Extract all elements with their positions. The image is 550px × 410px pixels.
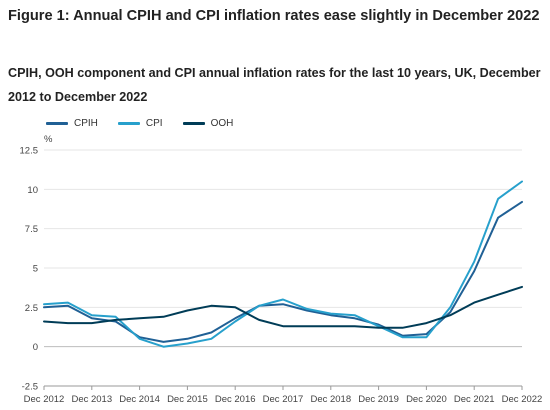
legend-item-cpih: CPIH — [46, 118, 98, 129]
y-tick-label: 2.5 — [25, 303, 38, 314]
x-tick-label: Dec 2020 — [406, 394, 447, 405]
x-tick-label: Dec 2014 — [119, 394, 160, 405]
x-tick-label: Dec 2016 — [215, 394, 256, 405]
chart-title: Figure 1: Annual CPIH and CPI inflation … — [8, 8, 540, 24]
legend-label-cpih: CPIH — [74, 118, 98, 129]
legend-label-cpi: CPI — [145, 118, 163, 129]
y-tick-label: 10 — [27, 185, 38, 196]
x-tick-label: Dec 2015 — [167, 394, 208, 405]
y-tick-label: 5 — [33, 264, 38, 275]
series-layer — [43, 180, 523, 348]
y-tick-label: -2.5 — [22, 382, 38, 393]
legend-label-ooh: OOH — [210, 118, 234, 129]
chart-legend: CPIH CPI OOH — [46, 118, 253, 129]
x-tick-label: Dec 2021 — [454, 394, 495, 405]
series-line-cpih — [43, 200, 523, 343]
x-tick-label: Dec 2022 — [502, 394, 543, 405]
series-line-ooh — [43, 285, 523, 329]
y-tick-label: 0 — [33, 342, 38, 353]
legend-item-ooh: OOH — [182, 118, 234, 129]
y-tick-label: 7.5 — [25, 224, 38, 235]
legend-item-cpi: CPI — [117, 118, 163, 129]
legend-swatch-ooh — [182, 122, 205, 125]
legend-swatch-cpi — [117, 122, 140, 125]
chart-subtitle: CPIH, OOH component and CPI annual infla… — [8, 66, 541, 104]
y-tick-label: 12.5 — [20, 146, 39, 157]
x-tick-label: Dec 2019 — [358, 394, 399, 405]
legend-swatch-cpih — [46, 122, 68, 125]
axis-layer: -2.5 0 2.5 5 7.5 10 12.5% Dec 2012 Dec 2013 Dec 2… — [20, 134, 543, 405]
x-tick-label: Dec 2012 — [24, 394, 65, 405]
grid-layer — [44, 149, 522, 387]
x-tick-label: Dec 2013 — [71, 394, 112, 405]
x-tick-label: Dec 2018 — [310, 394, 351, 405]
y-axis-unit: % — [44, 134, 53, 145]
x-tick-label: Dec 2017 — [263, 394, 304, 405]
